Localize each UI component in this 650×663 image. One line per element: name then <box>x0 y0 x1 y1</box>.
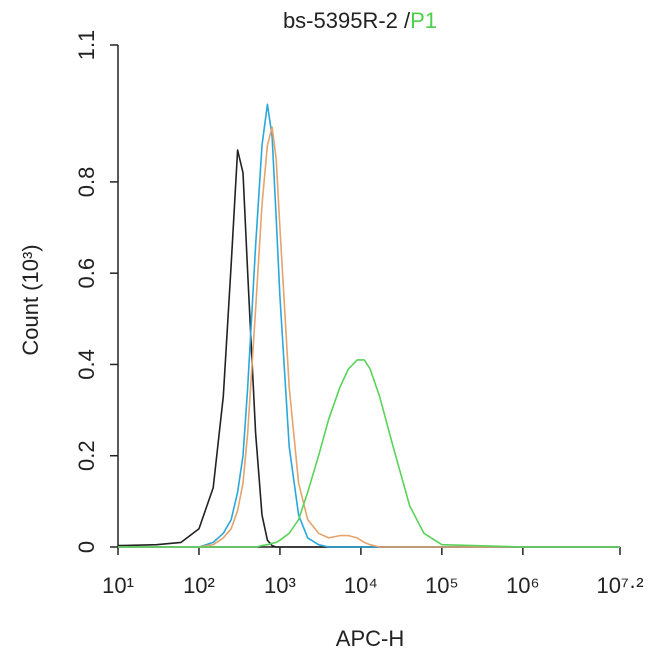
y-tick-label: 0 <box>74 541 99 553</box>
y-axis-label: Count (10³) <box>18 244 43 355</box>
y-tick-label: 0.8 <box>74 167 99 198</box>
x-tick-label: 10⁶ <box>506 573 540 598</box>
histogram-line <box>118 103 620 548</box>
histogram-line <box>118 359 620 548</box>
x-tick-label: 10² <box>183 573 215 598</box>
x-axis-label: APC-H <box>336 626 404 651</box>
title-text: bs-5395R-2 / <box>283 8 411 33</box>
x-tick-label: 10¹ <box>102 573 134 598</box>
histogram-line <box>118 126 620 548</box>
chart-title: bs-5395R-2 /P1 <box>283 8 437 33</box>
y-tick-label: 1.1 <box>74 30 99 61</box>
gate-name: P1 <box>410 8 437 33</box>
x-tick-label: 10⁴ <box>344 573 378 598</box>
y-tick-label: 0.4 <box>74 349 99 380</box>
x-tick-label: 10⁵ <box>425 573 459 598</box>
histogram-line <box>117 149 620 548</box>
y-tick-label: 0.6 <box>74 258 99 289</box>
y-tick-label: 0.2 <box>74 440 99 471</box>
x-tick-label: 10³ <box>264 573 296 598</box>
x-tick-label: 10⁷·² <box>596 573 643 598</box>
